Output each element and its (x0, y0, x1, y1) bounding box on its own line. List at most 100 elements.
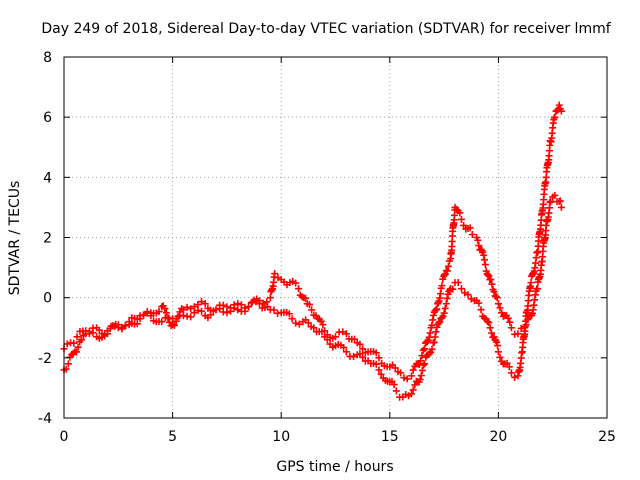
data-point (426, 329, 434, 337)
data-point (212, 306, 220, 314)
data-point (435, 319, 443, 327)
data-point (494, 342, 502, 350)
plot-frame (63, 56, 608, 419)
data-point (143, 308, 151, 316)
data-point (496, 304, 504, 312)
data-point (172, 317, 180, 325)
y-tick-label: -2 (38, 351, 52, 367)
data-point (460, 221, 468, 229)
axis-ticks: 0 5 10 15 20 25 -4 -2 0 2 4 6 8 (38, 50, 616, 445)
data-point (187, 313, 195, 321)
data-point (440, 309, 448, 317)
data-point (481, 261, 489, 269)
data-point (63, 340, 71, 348)
data-point (416, 375, 424, 383)
data-point (122, 321, 130, 329)
data-point (490, 288, 498, 296)
data-point (73, 333, 81, 341)
data-point (494, 348, 502, 356)
data-point (190, 303, 198, 311)
data-point (496, 353, 504, 361)
data-point (230, 301, 238, 309)
data-point (475, 242, 483, 250)
y-tick-label: 4 (43, 170, 52, 186)
data-point (392, 387, 400, 395)
data-point (429, 316, 437, 324)
data-point (486, 324, 494, 332)
data-point (474, 236, 482, 244)
data-point (74, 343, 82, 351)
series-1 (60, 101, 565, 401)
y-tick-label: 8 (43, 50, 52, 66)
data-point (433, 305, 441, 313)
data-point (292, 279, 300, 287)
data-point (556, 197, 564, 205)
data-point (305, 301, 313, 309)
data-point (161, 305, 169, 313)
data-point (456, 209, 464, 217)
data-point (158, 318, 166, 326)
data-point (480, 251, 488, 259)
data-point (118, 323, 126, 331)
data-point (140, 311, 148, 319)
data-point (125, 318, 133, 326)
data-point (255, 297, 263, 305)
data-point (390, 381, 398, 389)
data-point (408, 372, 416, 380)
data-point (443, 294, 451, 302)
data-point (350, 353, 358, 361)
data-point (442, 300, 450, 308)
data-point (223, 309, 231, 317)
data-point (409, 366, 417, 374)
data-point (302, 294, 310, 302)
data-point (426, 350, 434, 358)
data-point (485, 272, 493, 280)
data-point (449, 285, 457, 293)
data-point (555, 101, 563, 109)
data-point (468, 230, 476, 238)
data-point (457, 285, 465, 293)
data-point (310, 324, 318, 332)
data-point (457, 215, 465, 223)
data-point (428, 345, 436, 353)
data-point (503, 359, 511, 367)
data-point (162, 309, 170, 317)
x-tick-label: 5 (168, 429, 177, 445)
data-series (60, 101, 565, 401)
data-point (507, 369, 515, 377)
data-point (342, 348, 350, 356)
data-point (198, 307, 206, 315)
data-point (194, 301, 202, 309)
data-point (441, 304, 449, 312)
y-tick-label: 2 (43, 231, 52, 247)
x-tick-label: 25 (598, 429, 616, 445)
data-point (359, 345, 367, 353)
y-axis-label: SDTVAR / TECUs (7, 181, 23, 296)
data-point (295, 285, 303, 293)
data-point (170, 321, 178, 329)
x-tick-label: 0 (60, 429, 69, 445)
data-point (164, 314, 172, 322)
data-point (444, 262, 452, 270)
data-point (359, 353, 367, 361)
data-point (431, 333, 439, 341)
data-point (397, 369, 405, 377)
data-point (511, 373, 519, 381)
data-point (417, 372, 425, 380)
data-point (487, 275, 495, 283)
data-point (418, 352, 426, 360)
data-point (263, 298, 271, 306)
data-point (524, 315, 532, 323)
data-point (488, 280, 496, 288)
data-point (356, 350, 364, 358)
data-point (415, 360, 423, 368)
data-point (219, 301, 227, 309)
data-point (485, 319, 493, 327)
data-point (432, 306, 440, 314)
data-point (183, 303, 191, 311)
data-point (514, 330, 522, 338)
data-point (85, 327, 93, 335)
y-tick-label: 0 (43, 291, 52, 307)
data-point (285, 310, 293, 318)
